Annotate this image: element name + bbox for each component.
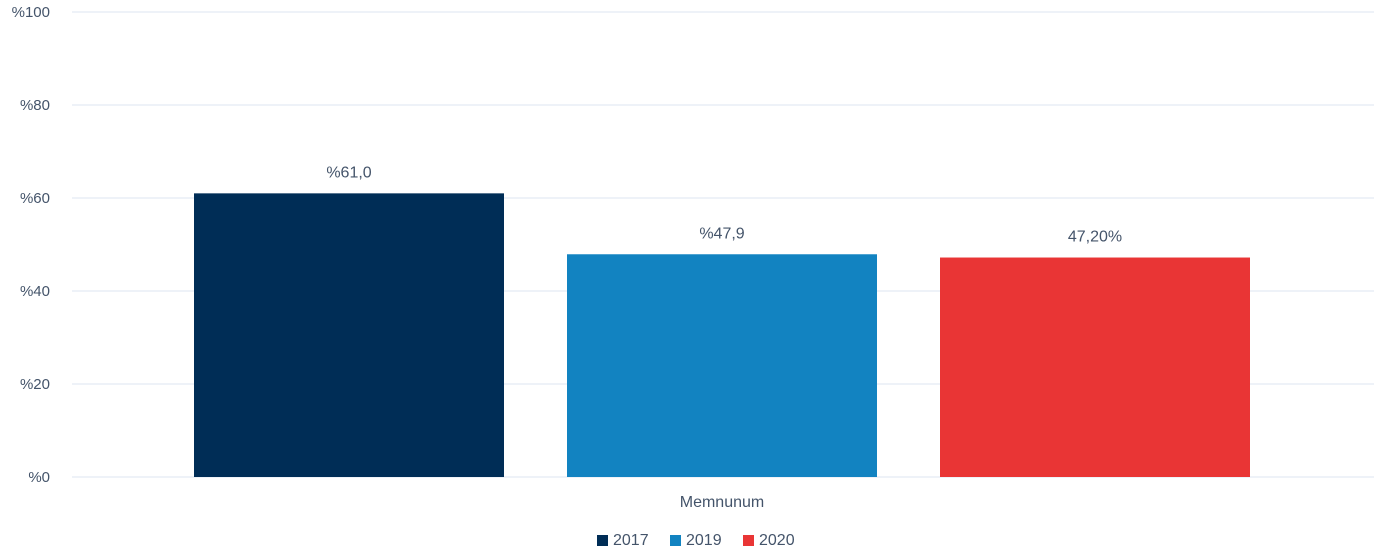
legend-label-2020: 2020 <box>759 532 795 549</box>
y-tick-label: %0 <box>28 469 50 486</box>
bar-2020 <box>940 257 1250 477</box>
legend-swatch-2019 <box>670 535 681 546</box>
y-tick-label: %40 <box>20 283 50 300</box>
data-label-2017: %61,0 <box>326 164 371 181</box>
bar-2017 <box>194 193 504 477</box>
legend-swatch-2020 <box>743 535 754 546</box>
y-tick-label: %80 <box>20 97 50 114</box>
bar-2019 <box>567 254 877 477</box>
data-label-2019: %47,9 <box>699 225 744 242</box>
legend: 2017 2019 2020 <box>597 532 795 549</box>
category-label: Memnunum <box>680 494 764 511</box>
legend-swatch-2017 <box>597 535 608 546</box>
y-tick-label: %20 <box>20 376 50 393</box>
y-tick-label: %60 <box>20 190 50 207</box>
legend-label-2017: 2017 <box>613 532 649 549</box>
y-tick-label: %100 <box>12 4 50 21</box>
y-axis-ticks: %0 %20 %40 %60 %80 %100 <box>12 4 50 486</box>
data-label-2020: 47,20% <box>1068 229 1122 246</box>
legend-label-2019: 2019 <box>686 532 722 549</box>
data-labels: %61,0 %47,9 47,20% <box>326 164 1122 245</box>
bars <box>194 193 1250 477</box>
